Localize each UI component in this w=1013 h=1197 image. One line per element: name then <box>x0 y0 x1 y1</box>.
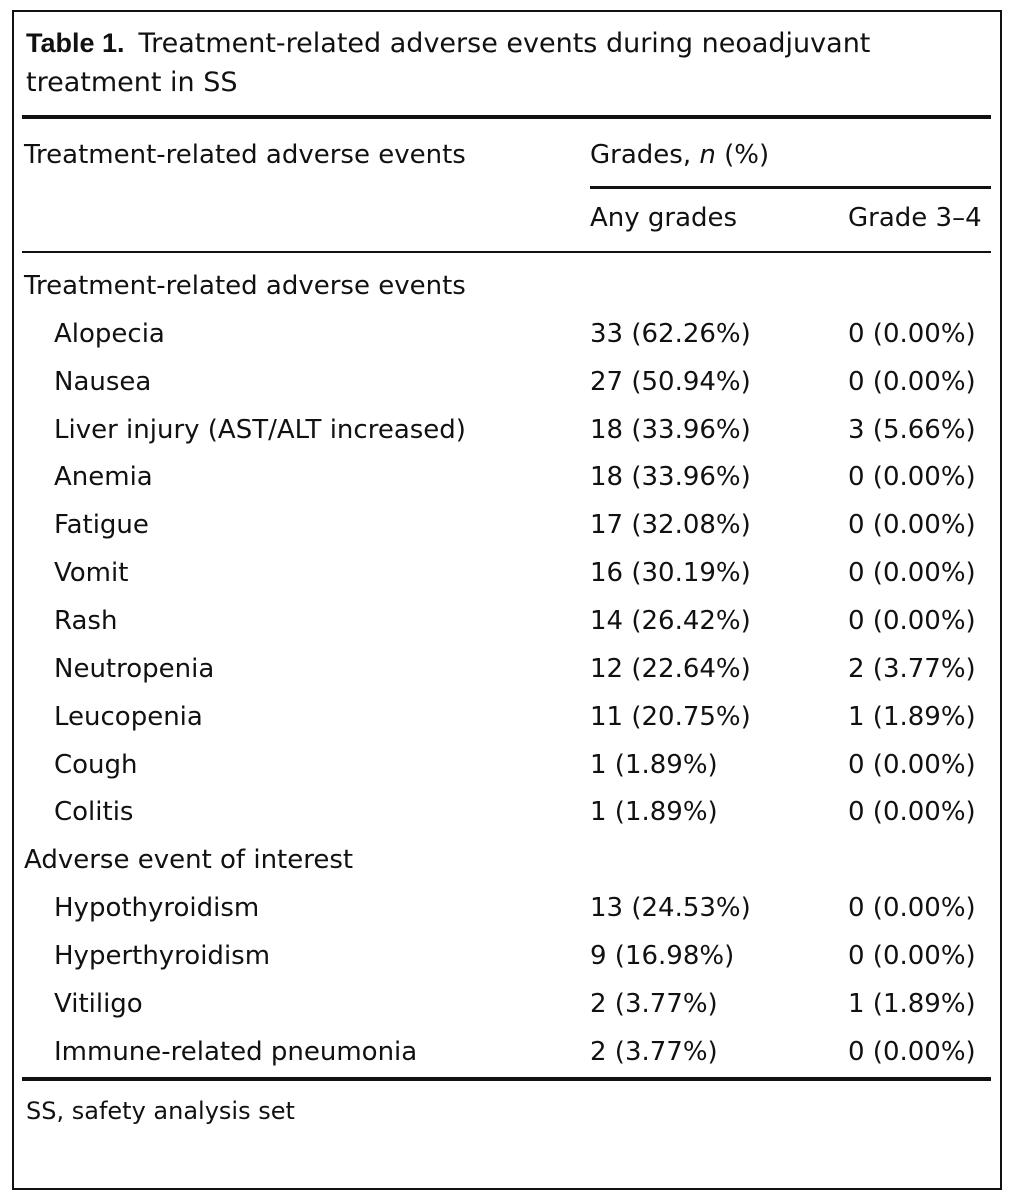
grade-3-4: 0 (0.00%) <box>848 558 976 589</box>
event-name: Cough <box>54 749 138 780</box>
section-label: Treatment-related adverse events <box>24 271 466 301</box>
group-n: n <box>699 140 716 170</box>
grade-3-4: 0 (0.00%) <box>848 1036 976 1067</box>
event-name: Rash <box>54 605 118 636</box>
any-grades: 12 (22.64%) <box>590 653 751 684</box>
event-name: Neutropenia <box>54 653 215 684</box>
grade-3-4: 1 (1.89%) <box>848 701 976 732</box>
grade-3-4: 0 (0.00%) <box>848 462 976 493</box>
column-header: Any grades <box>590 203 738 233</box>
any-grades: 16 (30.19%) <box>590 558 751 589</box>
column-header: Grade 3–4 <box>848 203 982 233</box>
any-grades: 9 (16.98%) <box>590 940 735 971</box>
column-header: Treatment-related adverse events <box>24 140 466 170</box>
grade-3-4: 0 (0.00%) <box>848 318 976 349</box>
event-name: Nausea <box>54 366 152 397</box>
grade-3-4: 0 (0.00%) <box>848 893 976 924</box>
event-name: Hyperthyroidism <box>54 940 271 971</box>
grade-3-4: 2 (3.77%) <box>848 653 976 684</box>
any-grades: 1 (1.89%) <box>590 749 718 780</box>
grade-3-4: 3 (5.66%) <box>848 414 976 445</box>
any-grades: 1 (1.89%) <box>590 797 718 828</box>
event-name: Leucopenia <box>54 701 203 732</box>
any-grades: 2 (3.77%) <box>590 988 718 1019</box>
grade-3-4: 1 (1.89%) <box>848 988 976 1019</box>
event-name: Hypothyroidism <box>54 893 260 924</box>
bottom-rule <box>22 1077 991 1081</box>
group-rule <box>590 186 991 189</box>
event-name: Vitiligo <box>54 988 143 1019</box>
group-unit: (%) <box>724 140 770 170</box>
grade-3-4: 0 (0.00%) <box>848 366 976 397</box>
grade-3-4: 0 (0.00%) <box>848 749 976 780</box>
table-label: Table 1. <box>26 28 125 58</box>
header-rule <box>22 251 991 253</box>
any-grades: 13 (24.53%) <box>590 893 751 924</box>
any-grades: 33 (62.26%) <box>590 318 751 349</box>
event-name: Vomit <box>54 558 129 589</box>
group-text: Grades, <box>590 140 692 170</box>
event-name: Colitis <box>54 797 134 828</box>
grade-3-4: 0 (0.00%) <box>848 797 976 828</box>
section-label: Adverse event of interest <box>24 845 354 876</box>
any-grades: 11 (20.75%) <box>590 701 751 732</box>
event-name: Immune-related pneumonia <box>54 1036 418 1067</box>
any-grades: 2 (3.77%) <box>590 1036 718 1067</box>
event-name: Anemia <box>54 462 153 493</box>
event-name: Alopecia <box>54 318 165 349</box>
group-header: Grades, n (%) <box>590 138 769 172</box>
any-grades: 14 (26.42%) <box>590 605 751 636</box>
table-title: Table 1. Treatment-related adverse events… <box>26 24 926 102</box>
table-frame <box>12 10 1002 1190</box>
grade-3-4: 0 (0.00%) <box>848 510 976 541</box>
grade-3-4: 0 (0.00%) <box>848 605 976 636</box>
footnote: SS, safety analysis set <box>26 1097 295 1125</box>
any-grades: 18 (33.96%) <box>590 414 751 445</box>
event-name: Fatigue <box>54 510 149 541</box>
title-text: Treatment-related adverse events during … <box>26 28 871 98</box>
any-grades: 17 (32.08%) <box>590 510 751 541</box>
grade-3-4: 0 (0.00%) <box>848 940 976 971</box>
event-name: Liver injury (AST/ALT increased) <box>54 414 466 445</box>
any-grades: 27 (50.94%) <box>590 366 751 397</box>
top-rule <box>22 115 991 119</box>
any-grades: 18 (33.96%) <box>590 462 751 493</box>
